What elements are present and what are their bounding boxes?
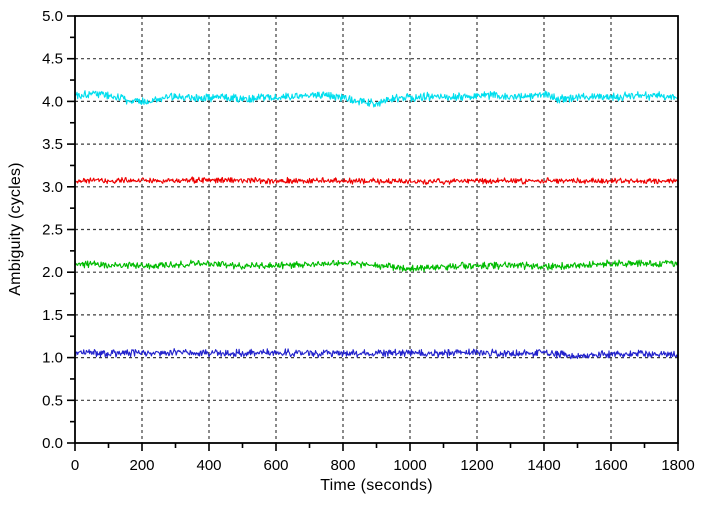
x-tick-label: 1800 — [661, 457, 694, 474]
x-tick-label: 600 — [263, 457, 288, 474]
chart-series-green — [74, 259, 679, 273]
x-tick-label: 400 — [196, 457, 221, 474]
y-tick-label: 1.0 — [42, 350, 63, 367]
x-tick-label: 1000 — [393, 457, 426, 474]
chart-series-cyan — [74, 90, 679, 108]
y-tick-label: 4.0 — [42, 93, 63, 110]
chart-series-red — [74, 176, 679, 186]
y-tick-label: 0.5 — [42, 392, 63, 409]
y-axis-title: Ambiguity (cycles) — [7, 162, 24, 296]
y-tick-label: 2.5 — [42, 222, 63, 239]
y-tick-label: 1.5 — [42, 307, 63, 324]
y-tick-label: 3.5 — [42, 136, 63, 153]
x-tick-label: 200 — [129, 457, 154, 474]
y-tick-label: 4.5 — [42, 51, 63, 68]
y-tick-label: 0.0 — [42, 435, 63, 452]
x-tick-label: 800 — [330, 457, 355, 474]
x-tick-label: 1400 — [527, 457, 560, 474]
x-tick-label: 0 — [71, 457, 79, 474]
y-tick-label: 3.0 — [42, 179, 63, 196]
x-tick-label: 1600 — [594, 457, 627, 474]
x-tick-label: 1200 — [460, 457, 493, 474]
x-axis-title: Time (seconds) — [320, 477, 433, 494]
plot-frame — [74, 15, 679, 444]
y-tick-label: 2.0 — [42, 264, 63, 281]
y-tick-label: 5.0 — [42, 8, 63, 25]
chart-series-blue — [74, 348, 679, 360]
